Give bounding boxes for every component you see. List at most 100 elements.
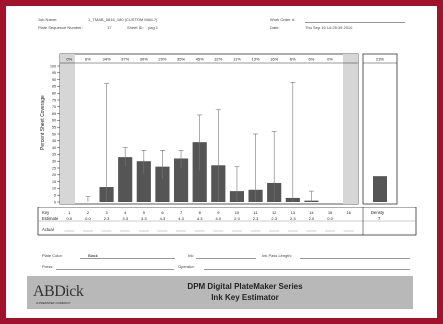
- summary-percent-label: 23%: [376, 57, 384, 62]
- percent-label: 6%: [309, 57, 315, 62]
- sheet-id-label: Sheet ID:: [127, 25, 144, 30]
- estimate-value: 0.0: [67, 216, 73, 221]
- key-number: 7: [180, 210, 183, 215]
- key-number: 16: [346, 210, 351, 215]
- key-number: 13: [291, 210, 296, 215]
- percent-label: 37%: [121, 57, 129, 62]
- y-tick-label: 25: [52, 166, 56, 170]
- ink-pass-label: Ink Pass Length:: [262, 253, 292, 258]
- table-key-label: Key: [42, 210, 50, 215]
- operator-label: Operator:: [178, 264, 195, 269]
- operator-line: [204, 269, 410, 270]
- bar: [173, 158, 189, 202]
- plate-seq-value: 17: [107, 25, 112, 30]
- logo-tagline: A PRESSTEK COMPANY: [36, 301, 71, 305]
- y-tick-label: 0: [54, 200, 56, 204]
- right-gray-column: [343, 54, 358, 204]
- percent-label: 16%: [270, 57, 278, 62]
- bar: [192, 142, 207, 202]
- date-label: Date:: [270, 25, 280, 30]
- y-tick-label: 30: [52, 160, 56, 164]
- y-tick-label: 80: [52, 92, 56, 96]
- estimate-value: 4.0: [216, 216, 222, 221]
- y-tick-label: 60: [52, 119, 56, 123]
- logo-text: ABDick: [33, 283, 84, 300]
- plate-seq-label: Plate Sequence Number:: [38, 25, 83, 30]
- estimate-value: 2.3: [104, 216, 110, 221]
- ink-key-table: Key Estimate Actual Densty 7 10.020.032.…: [37, 207, 417, 236]
- key-number: 14: [309, 210, 314, 215]
- product-banner: [27, 276, 413, 309]
- table-actual-label: Actual: [42, 227, 54, 232]
- press-line: [56, 269, 174, 270]
- percent-label: 34%: [103, 57, 111, 62]
- banner-subtitle: Ink Key Estimator: [211, 293, 279, 302]
- percent-label: 30%: [140, 57, 148, 62]
- estimate-value: 2.3: [253, 216, 259, 221]
- ink-label: Ink:: [188, 253, 195, 258]
- key-number: 4: [124, 210, 127, 215]
- job-name-value: 1_TMAB_0816_180 (CUSTOM MAIL?): [88, 17, 158, 22]
- estimate-value: 2.3: [234, 216, 240, 221]
- ink-pass-line: [300, 258, 410, 259]
- percent-label: 32%: [214, 57, 222, 62]
- bar: [155, 166, 170, 202]
- summary-key-label: Densty: [371, 210, 385, 215]
- plate-color-label: Plate Color:: [42, 253, 63, 258]
- y-tick-label: 70: [52, 105, 56, 109]
- date-value: Thu Sep 16 14:25:39 2010: [305, 25, 353, 30]
- percent-label: 6%: [85, 57, 91, 62]
- plate-color-value: Black: [88, 253, 98, 258]
- percent-label: 11%: [233, 57, 241, 62]
- y-tick-label: 85: [52, 85, 56, 89]
- y-tick-label: 40: [52, 146, 56, 150]
- estimate-value: 4.3: [160, 216, 166, 221]
- percent-label: 6%: [290, 57, 296, 62]
- bar: [118, 157, 133, 202]
- estimate-value: 4.3: [197, 216, 203, 221]
- y-tick-label: 5: [54, 194, 56, 198]
- key-number: 3: [105, 210, 108, 215]
- y-tick-label: 15: [52, 180, 56, 184]
- key-number: 5: [143, 210, 146, 215]
- y-tick-label: 20: [52, 173, 56, 177]
- press-label: Press:: [42, 264, 54, 269]
- abdick-logo: ABDick: [33, 283, 84, 301]
- percent-label: 45%: [196, 57, 204, 62]
- key-number: 12: [272, 210, 277, 215]
- y-tick-label: 65: [52, 112, 56, 116]
- percent-label: 29%: [158, 57, 166, 62]
- work-order-label: Work Order #:: [270, 17, 296, 22]
- plate-color-line: [80, 258, 175, 259]
- key-number: 1: [68, 210, 71, 215]
- chart-frame: [59, 53, 359, 205]
- key-number: 15: [328, 210, 333, 215]
- estimate-value: 4.3: [178, 216, 184, 221]
- key-number: 9: [217, 210, 220, 215]
- key-number: 10: [235, 210, 240, 215]
- y-tick-label: 35: [52, 153, 56, 157]
- estimate-value: 2.3: [290, 216, 296, 221]
- y-tick-label: 45: [52, 139, 56, 143]
- estimate-value: 2.0: [309, 216, 315, 221]
- percent-label: 35%: [177, 57, 185, 62]
- y-tick-label: 100: [50, 64, 56, 68]
- y-tick-label: 75: [52, 98, 56, 102]
- y-tick-label: 10: [52, 187, 56, 191]
- table-estimate-label: Estimate: [42, 216, 59, 221]
- y-tick-label: 55: [52, 126, 56, 130]
- y-axis-label: Percent Sheet Coverage: [40, 95, 46, 150]
- ink-coverage-chart: Percent Sheet Coverage 0 5 10 15 20 25 30 35 40 4…: [40, 53, 398, 205]
- key-number: 2: [87, 210, 90, 215]
- job-name-label: Job Name:: [38, 17, 58, 22]
- sheet-id-value: pag 1: [148, 25, 159, 30]
- y-tick-label: 90: [52, 78, 56, 82]
- estimate-value: 3.3: [141, 216, 147, 221]
- summary-estimate: 7: [378, 216, 381, 221]
- y-tick-label: 50: [52, 132, 56, 136]
- estimate-value: 3.3: [122, 216, 128, 221]
- bar: [136, 161, 151, 202]
- percent-label: 13%: [252, 57, 260, 62]
- estimate-value: 0.0: [85, 216, 91, 221]
- estimate-value: 0.0: [327, 216, 333, 221]
